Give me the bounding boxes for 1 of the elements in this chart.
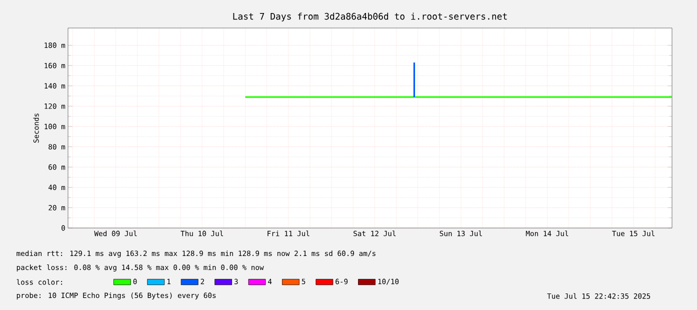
chart-title: Last 7 Days from 3d2a86a4b06d to i.root-servers.net: [233, 12, 507, 22]
